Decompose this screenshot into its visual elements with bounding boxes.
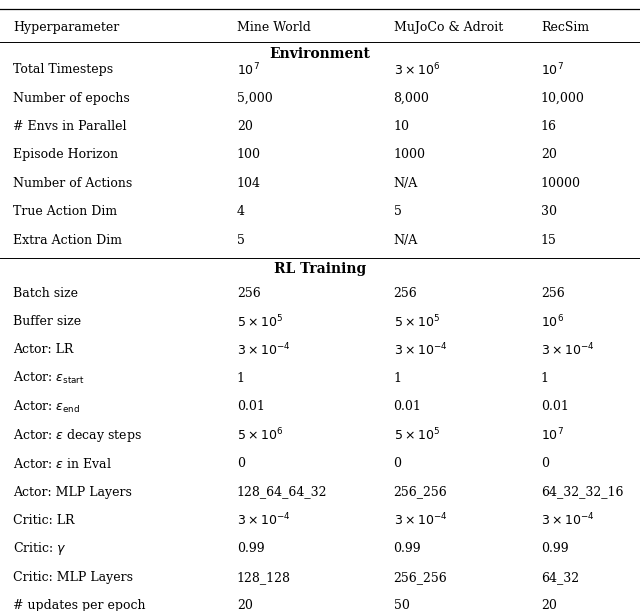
Text: $3 \times 10^{-4}$: $3 \times 10^{-4}$ <box>237 512 291 529</box>
Text: Episode Horizon: Episode Horizon <box>13 148 118 161</box>
Text: 10,000: 10,000 <box>541 92 585 104</box>
Text: 256_256: 256_256 <box>394 571 447 584</box>
Text: Hyperparameter: Hyperparameter <box>13 21 119 34</box>
Text: N/A: N/A <box>394 233 418 247</box>
Text: 0.01: 0.01 <box>237 400 265 413</box>
Text: Batch size: Batch size <box>13 287 78 299</box>
Text: $5 \times 10^5$: $5 \times 10^5$ <box>394 427 440 444</box>
Text: 128_64_64_32: 128_64_64_32 <box>237 486 327 499</box>
Text: 0: 0 <box>237 457 245 470</box>
Text: 16: 16 <box>541 120 557 133</box>
Text: $3 \times 10^{-4}$: $3 \times 10^{-4}$ <box>394 512 447 529</box>
Text: 256: 256 <box>237 287 260 299</box>
Text: # Envs in Parallel: # Envs in Parallel <box>13 120 126 133</box>
Text: Actor: $\epsilon_{\rm end}$: Actor: $\epsilon_{\rm end}$ <box>13 399 80 415</box>
Text: Total Timesteps: Total Timesteps <box>13 63 113 76</box>
Text: 10: 10 <box>394 120 410 133</box>
Text: Extra Action Dim: Extra Action Dim <box>13 233 122 247</box>
Text: 20: 20 <box>237 599 253 611</box>
Text: Actor: $\epsilon$ decay steps: Actor: $\epsilon$ decay steps <box>13 426 142 444</box>
Text: $3 \times 10^{-4}$: $3 \times 10^{-4}$ <box>237 342 291 358</box>
Text: Critic: $\gamma$: Critic: $\gamma$ <box>13 540 67 557</box>
Text: 104: 104 <box>237 177 261 190</box>
Text: Number of epochs: Number of epochs <box>13 92 129 104</box>
Text: True Action Dim: True Action Dim <box>13 205 117 218</box>
Text: 5: 5 <box>237 233 244 247</box>
Text: $5 \times 10^6$: $5 \times 10^6$ <box>237 427 283 444</box>
Text: Actor: LR: Actor: LR <box>13 343 73 356</box>
Text: Actor: $\epsilon_{\rm start}$: Actor: $\epsilon_{\rm start}$ <box>13 370 84 387</box>
Text: 0: 0 <box>394 457 402 470</box>
Text: $5 \times 10^5$: $5 \times 10^5$ <box>237 313 283 330</box>
Text: 20: 20 <box>541 148 557 161</box>
Text: Buffer size: Buffer size <box>13 315 81 328</box>
Text: 1: 1 <box>237 372 245 385</box>
Text: 20: 20 <box>237 120 253 133</box>
Text: RecSim: RecSim <box>541 21 589 34</box>
Text: 1: 1 <box>394 372 402 385</box>
Text: 15: 15 <box>541 233 557 247</box>
Text: 0.99: 0.99 <box>394 543 421 555</box>
Text: RL Training: RL Training <box>274 262 366 276</box>
Text: 256: 256 <box>541 287 564 299</box>
Text: $3 \times 10^6$: $3 \times 10^6$ <box>394 61 440 78</box>
Text: 64_32: 64_32 <box>541 571 579 584</box>
Text: 100: 100 <box>237 148 261 161</box>
Text: 256_256: 256_256 <box>394 486 447 499</box>
Text: $10^7$: $10^7$ <box>541 61 564 78</box>
Text: $10^6$: $10^6$ <box>541 313 564 330</box>
Text: Critic: MLP Layers: Critic: MLP Layers <box>13 571 133 584</box>
Text: # updates per epoch: # updates per epoch <box>13 599 145 611</box>
Text: $10^7$: $10^7$ <box>541 427 564 444</box>
Text: Actor: $\epsilon$ in Eval: Actor: $\epsilon$ in Eval <box>13 456 112 470</box>
Text: 30: 30 <box>541 205 557 218</box>
Text: $3 \times 10^{-4}$: $3 \times 10^{-4}$ <box>541 512 595 529</box>
Text: 1000: 1000 <box>394 148 426 161</box>
Text: 256: 256 <box>394 287 417 299</box>
Text: 8,000: 8,000 <box>394 92 429 104</box>
Text: 64_32_32_16: 64_32_32_16 <box>541 486 623 499</box>
Text: 20: 20 <box>541 599 557 611</box>
Text: 1: 1 <box>541 372 548 385</box>
Text: N/A: N/A <box>394 177 418 190</box>
Text: $3 \times 10^{-4}$: $3 \times 10^{-4}$ <box>541 342 595 358</box>
Text: Number of Actions: Number of Actions <box>13 177 132 190</box>
Text: Environment: Environment <box>269 47 371 60</box>
Text: Critic: LR: Critic: LR <box>13 514 74 527</box>
Text: 50: 50 <box>394 599 410 611</box>
Text: $10^7$: $10^7$ <box>237 61 260 78</box>
Text: 10000: 10000 <box>541 177 581 190</box>
Text: 0.99: 0.99 <box>237 543 264 555</box>
Text: MuJoCo & Adroit: MuJoCo & Adroit <box>394 21 503 34</box>
Text: $5 \times 10^5$: $5 \times 10^5$ <box>394 313 440 330</box>
Text: 128_128: 128_128 <box>237 571 291 584</box>
Text: 0.99: 0.99 <box>541 543 568 555</box>
Text: 4: 4 <box>237 205 245 218</box>
Text: $3 \times 10^{-4}$: $3 \times 10^{-4}$ <box>394 342 447 358</box>
Text: Mine World: Mine World <box>237 21 310 34</box>
Text: 5,000: 5,000 <box>237 92 273 104</box>
Text: 0.01: 0.01 <box>394 400 422 413</box>
Text: 5: 5 <box>394 205 401 218</box>
Text: Actor: MLP Layers: Actor: MLP Layers <box>13 486 132 499</box>
Text: 0.01: 0.01 <box>541 400 569 413</box>
Text: 0: 0 <box>541 457 548 470</box>
